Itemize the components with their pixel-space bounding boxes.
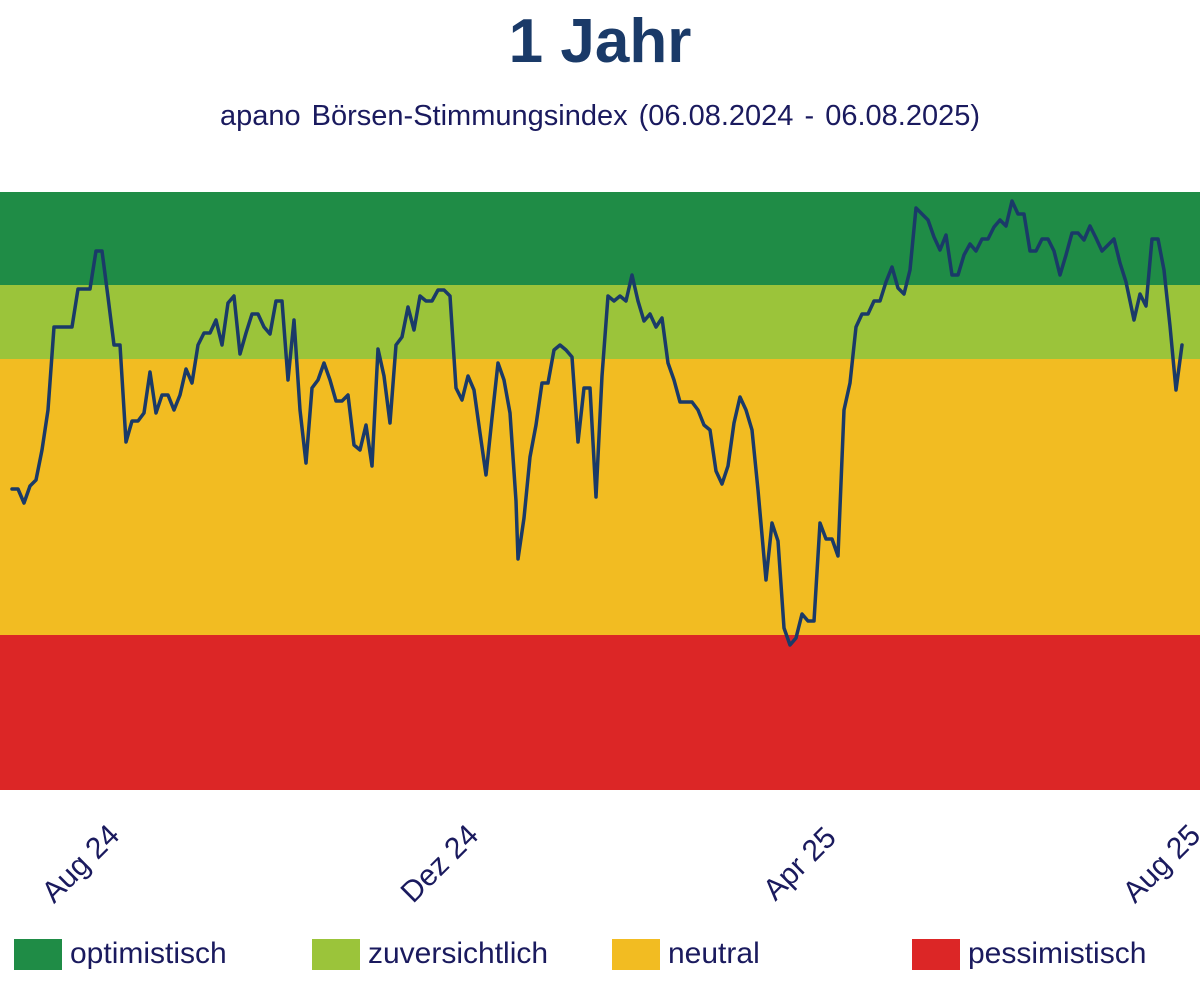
legend-label-neutral: neutral: [668, 937, 760, 970]
legend-item-neutral: neutral: [612, 936, 760, 972]
legend-swatch-zuversichtlich: [312, 938, 360, 970]
zone-zuversichtlich: [0, 285, 1200, 359]
zone-optimistisch: [0, 192, 1200, 285]
legend-label-optimistisch: optimistisch: [70, 937, 227, 970]
legend-item-optimistisch: optimistisch: [14, 936, 227, 972]
chart-title: 1 Jahr: [508, 7, 692, 76]
x-tick-label: Aug 25: [1117, 819, 1200, 910]
legend-swatch-neutral: [612, 938, 660, 970]
x-axis-tick-labels: Aug 24 Dez 24 Apr 25 Aug 25: [36, 819, 1200, 910]
legend-swatch-optimistisch: [14, 938, 62, 970]
zone-pessimistisch: [0, 635, 1200, 790]
chart-subtitle: apano Börsen-Stimmungsindex (06.08.2024 …: [219, 100, 981, 132]
x-tick-label: Dez 24: [395, 819, 486, 910]
series-line: [10, 199, 1184, 647]
x-tick-label: Aug 24: [36, 819, 127, 910]
legend-item-zuversichtlich: zuversichtlich: [312, 936, 548, 972]
x-tick-label: Apr 25: [757, 821, 843, 907]
legend-label-pessimistisch: pessimistisch: [968, 937, 1147, 970]
legend-swatch-pessimistisch: [912, 938, 960, 970]
legend-label-zuversichtlich: zuversichtlich: [368, 937, 549, 970]
legend-item-pessimistisch: pessimistisch: [912, 936, 1146, 972]
